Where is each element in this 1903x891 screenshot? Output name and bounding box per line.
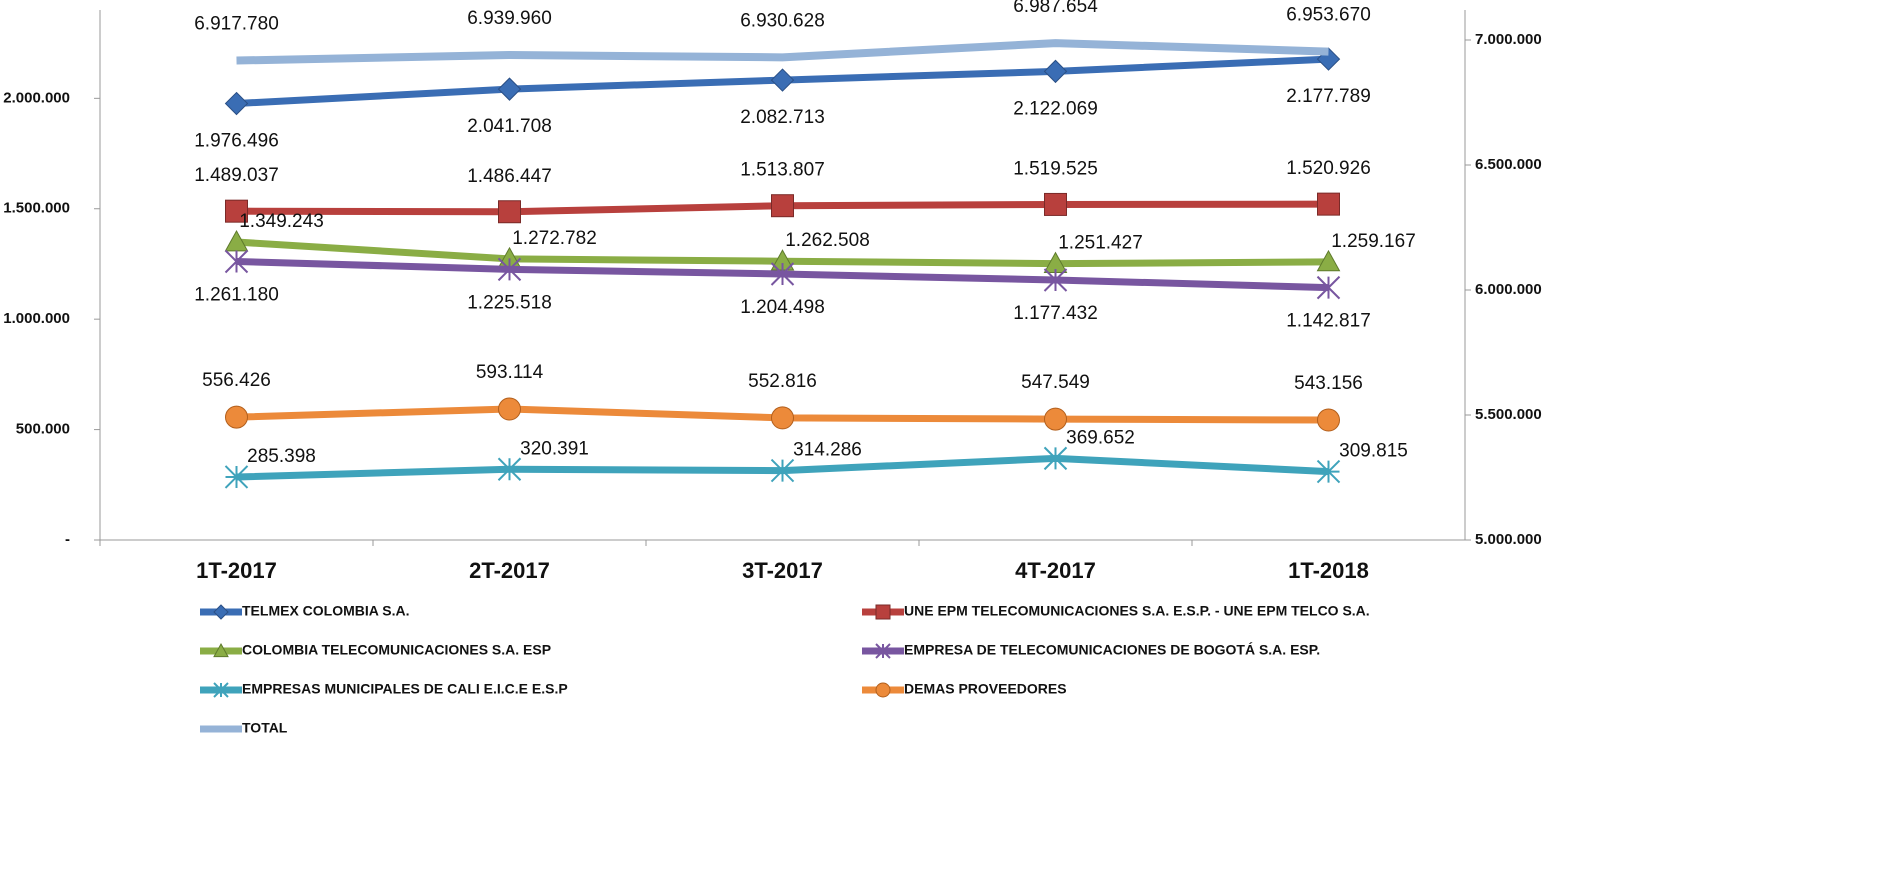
data-label: 6.917.780 (194, 14, 279, 35)
legend-label: UNE EPM TELECOMUNICACIONES S.A. E.S.P. -… (904, 603, 1370, 619)
y-tick-label: - (65, 531, 70, 548)
x-tick-label: 2T-2017 (469, 558, 550, 583)
y2-tick-label: 6.500.000 (1475, 156, 1542, 173)
data-label: 2.122.069 (1013, 98, 1098, 119)
data-label: 320.391 (520, 438, 589, 459)
data-label: 547.549 (1021, 372, 1090, 393)
marker (770, 458, 795, 483)
data-label: 1.489.037 (194, 165, 279, 186)
data-label: 1.349.243 (239, 211, 324, 232)
x-tick-label: 3T-2017 (742, 558, 823, 583)
data-label: 543.156 (1294, 373, 1363, 394)
marker (1316, 459, 1341, 484)
legend-label: TOTAL (242, 720, 288, 736)
marker (225, 405, 248, 429)
data-label: 6.987.654 (1013, 0, 1098, 17)
marker (1043, 59, 1068, 84)
marker (213, 604, 229, 620)
marker (1044, 407, 1067, 431)
x-tick-label: 1T-2017 (196, 558, 277, 583)
marker (875, 682, 891, 698)
y-tick-label: 1.000.000 (3, 310, 70, 327)
data-label: 1.142.817 (1286, 311, 1371, 332)
marker (770, 262, 795, 286)
marker (497, 457, 522, 481)
data-label: 309.815 (1339, 441, 1408, 462)
marker (224, 249, 249, 274)
data-label: 6.939.960 (467, 8, 552, 29)
legend-label: COLOMBIA TELECOMUNICACIONES S.A. ESP (242, 642, 551, 658)
x-tick-label: 1T-2018 (1288, 558, 1369, 583)
data-label: 369.652 (1066, 427, 1135, 448)
marker (498, 397, 521, 421)
marker (497, 77, 522, 101)
data-label: 6.930.628 (740, 10, 825, 31)
data-label: 6.953.670 (1286, 5, 1371, 26)
data-label: 593.114 (476, 362, 544, 383)
marker (875, 604, 891, 620)
data-label: 556.426 (202, 370, 271, 391)
marker (770, 68, 795, 92)
marker (225, 199, 248, 223)
data-label: 1.513.807 (740, 160, 825, 181)
data-label: 1.520.926 (1286, 158, 1371, 179)
data-label: 1.177.432 (1013, 303, 1098, 324)
data-label: 1.272.782 (512, 228, 597, 249)
data-label: 1.225.518 (467, 292, 552, 313)
marker (1317, 192, 1340, 216)
legend-label: EMPRESAS MUNICIPALES DE CALI E.I.C.E E.S… (242, 681, 568, 697)
series-line (236, 39, 1329, 65)
data-label: 1.519.525 (1013, 158, 1098, 179)
data-label: 2.041.708 (467, 116, 552, 137)
data-label: 2.177.789 (1286, 86, 1371, 107)
y2-tick-label: 5.000.000 (1475, 531, 1542, 548)
marker (1043, 446, 1068, 471)
marker (224, 465, 249, 489)
data-label: 2.082.713 (740, 107, 825, 128)
legend-label: TELMEX COLOMBIA S.A. (242, 603, 409, 619)
data-label: 1.486.447 (467, 166, 552, 187)
marker (771, 194, 794, 218)
y-tick-label: 500.000 (16, 421, 70, 438)
data-label: 1.204.498 (740, 297, 825, 318)
marker (498, 200, 521, 224)
marker (1317, 408, 1340, 432)
marker (213, 642, 229, 658)
legend-label: EMPRESA DE TELECOMUNICACIONES DE BOGOTÁ … (904, 642, 1320, 658)
marker (771, 406, 794, 430)
y-tick-label: 2.000.000 (3, 89, 70, 106)
y-tick-label: 1.500.000 (3, 200, 70, 217)
marker (224, 91, 249, 116)
marker (1044, 192, 1067, 216)
marker (875, 643, 891, 659)
marker (1316, 249, 1341, 272)
data-label: 1.262.508 (785, 230, 870, 251)
marker (1043, 268, 1068, 292)
data-label: 314.286 (793, 440, 862, 461)
marker (497, 257, 522, 282)
data-label: 1.261.180 (194, 285, 279, 306)
data-label: 1.259.167 (1331, 231, 1416, 252)
legend-label: DEMAS PROVEEDORES (904, 681, 1067, 697)
data-label: 1.251.427 (1058, 233, 1143, 254)
marker (213, 682, 229, 698)
y2-tick-label: 6.000.000 (1475, 281, 1542, 298)
x-tick-label: 4T-2017 (1015, 558, 1096, 583)
y2-tick-label: 7.000.000 (1475, 31, 1542, 48)
marker (1316, 275, 1341, 300)
data-label: 1.976.496 (194, 131, 279, 152)
data-label: 552.816 (748, 371, 817, 392)
data-label: 285.398 (247, 446, 316, 467)
y2-tick-label: 5.500.000 (1475, 406, 1542, 423)
